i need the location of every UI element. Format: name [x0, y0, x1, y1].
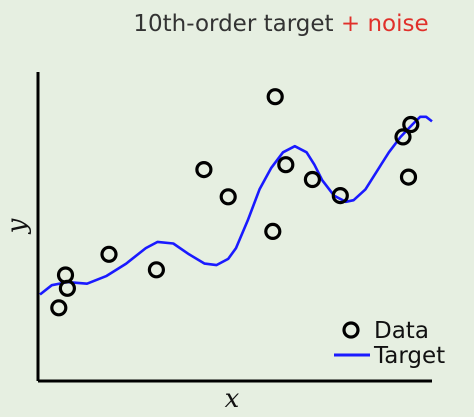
x-axis-label: x [225, 384, 240, 414]
data-point [331, 187, 349, 205]
data-point [264, 222, 282, 240]
data-point [399, 168, 418, 186]
chart-title-main: 10th-order target [133, 11, 340, 37]
y-axis-label: y [2, 218, 32, 234]
data-point [303, 170, 321, 189]
legend: Data Target [334, 318, 445, 369]
plot-area [39, 88, 433, 317]
data-point [100, 245, 118, 263]
data-point [219, 188, 237, 206]
data-point [195, 161, 213, 179]
data-point [394, 128, 412, 146]
data-point [402, 115, 420, 134]
data-point [56, 266, 75, 284]
legend-marker-data [342, 321, 360, 339]
legend-label-data: Data [374, 318, 429, 344]
data-point [147, 261, 165, 279]
data-point [50, 299, 68, 317]
legend-label-target: Target [373, 343, 445, 369]
data-point [277, 156, 295, 174]
target-curve [39, 115, 433, 296]
data-point [266, 88, 284, 106]
chart-title-noise: + noise [341, 11, 429, 37]
data-point [58, 279, 77, 297]
chart-title: 10th-order target + noise [133, 11, 428, 37]
